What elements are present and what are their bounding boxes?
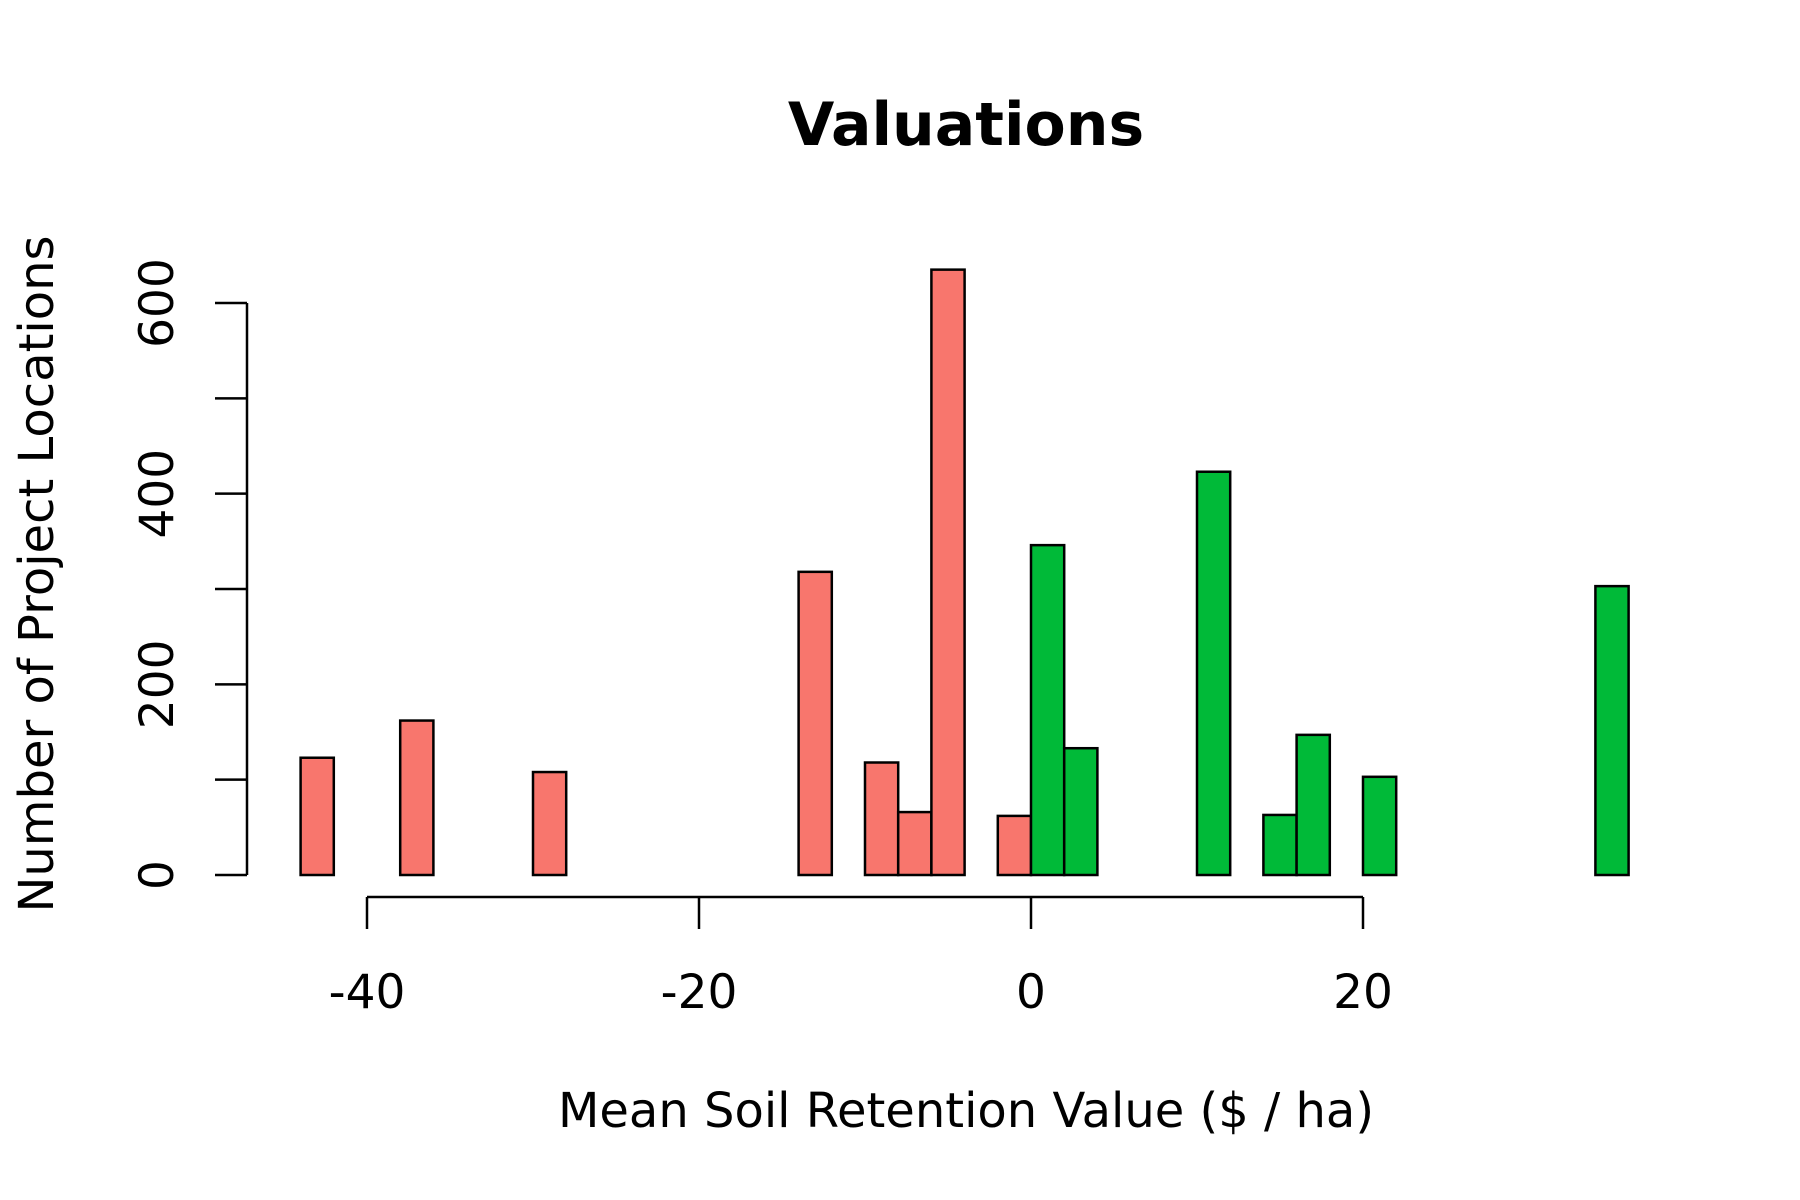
histogram-bar-39 bbox=[1594, 584, 1630, 877]
histogram-bar-29 bbox=[1262, 813, 1298, 877]
y-tick-label-0: 0 bbox=[130, 860, 185, 890]
histogram-bar-30 bbox=[1295, 733, 1332, 877]
histogram-bar-3 bbox=[398, 719, 435, 877]
histogram-bar-18 bbox=[896, 810, 933, 877]
x-axis: -40 -20 0 20 bbox=[329, 895, 1393, 1020]
histogram-bar-19 bbox=[930, 268, 966, 877]
bars-group bbox=[299, 268, 1630, 877]
x-tick-label-0: 0 bbox=[1016, 965, 1046, 1020]
chart-title: Valuations bbox=[788, 90, 1144, 160]
histogram-bar-23 bbox=[1062, 746, 1099, 877]
y-axis: 0 200 400 600 bbox=[130, 258, 249, 890]
x-tick-label--20: -20 bbox=[661, 965, 738, 1020]
y-tick-label-600: 600 bbox=[130, 258, 185, 348]
y-axis-label: Number of Project Locations bbox=[9, 235, 65, 912]
histogram-bar-27 bbox=[1195, 470, 1232, 877]
histogram-bar-32 bbox=[1361, 775, 1398, 877]
y-tick-label-400: 400 bbox=[130, 449, 185, 539]
histogram-bar-0 bbox=[299, 756, 336, 877]
x-axis-label: Mean Soil Retention Value ($ / ha) bbox=[558, 1083, 1374, 1139]
histogram-bar-22 bbox=[1029, 543, 1066, 877]
histogram-bar-17 bbox=[863, 761, 900, 877]
histogram-bar-21 bbox=[996, 814, 1033, 877]
histogram-bar-15 bbox=[797, 570, 834, 877]
x-tick-label--40: -40 bbox=[329, 965, 406, 1020]
x-tick-label-20: 20 bbox=[1333, 965, 1393, 1020]
y-tick-label-200: 200 bbox=[130, 639, 185, 729]
histogram-bar-7 bbox=[531, 770, 568, 877]
